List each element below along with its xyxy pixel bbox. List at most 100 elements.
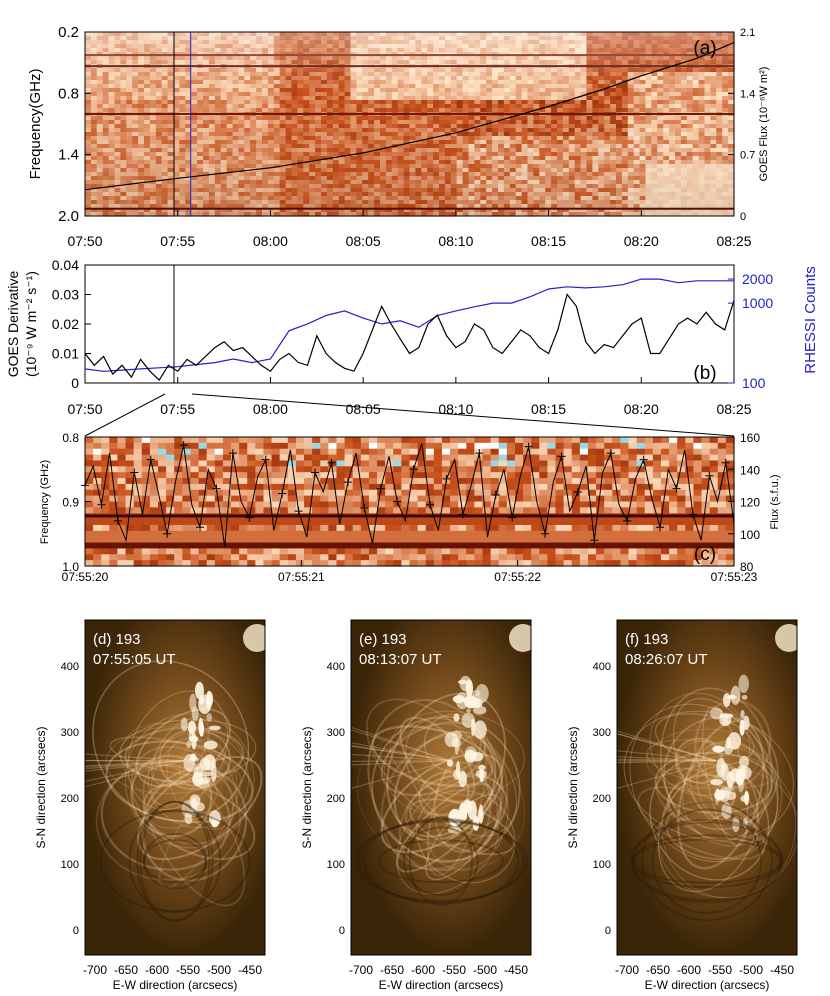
panel-b-x-tick: 08:00 bbox=[253, 401, 288, 417]
flux-marker bbox=[541, 529, 550, 538]
aia-x-tick: -650 bbox=[114, 963, 138, 977]
panel-a-x-tick: 08:10 bbox=[438, 233, 473, 249]
aia-x-tick: -550 bbox=[708, 963, 732, 977]
aia-x-tick: -550 bbox=[176, 963, 200, 977]
panel-c-x-tick: 07:55:23 bbox=[711, 570, 758, 584]
flux-marker bbox=[573, 487, 582, 496]
panel-a-dynamic-spectrum: (a) Frequency(GHz) GOES Flux (10⁻⁶W m²) … bbox=[27, 24, 770, 249]
aia-x-axis-label: E-W direction (arcsecs) bbox=[645, 978, 770, 992]
aia-panel-label: (e) 193 bbox=[359, 631, 407, 648]
panel-c-x-tick: 07:55:21 bbox=[278, 570, 325, 584]
flux-marker bbox=[97, 500, 106, 509]
flux-marker bbox=[327, 458, 336, 467]
aia-y-tick: 100 bbox=[327, 859, 345, 871]
aia-image-d bbox=[85, 620, 265, 955]
aia-panel-label: (f) 193 bbox=[625, 631, 668, 648]
panel-c-y2-tick: 140 bbox=[740, 463, 760, 477]
aia-x-tick: -700 bbox=[349, 963, 373, 977]
panel-a-x-tick: 08:25 bbox=[716, 233, 751, 249]
aia-x-tick: -450 bbox=[238, 963, 262, 977]
panel-a-x-tick: 08:20 bbox=[624, 233, 659, 249]
panel-c-y-ticks: 0.8 0.9 1.0 bbox=[62, 431, 91, 574]
panel-b-y-axis-label-line2: (10⁻⁹ W m⁻² s⁻¹) bbox=[23, 271, 39, 377]
flux-marker bbox=[426, 500, 435, 509]
aia-x-axis-label: E-W direction (arcsecs) bbox=[113, 978, 238, 992]
panel-a-x-tick: 07:55 bbox=[160, 233, 195, 249]
flux-marker bbox=[524, 442, 533, 451]
panel-a-y2-ticks: 2.1 1.4 0.7 0 bbox=[728, 27, 755, 223]
aia-x-tick: -600 bbox=[145, 963, 169, 977]
panel-b-y-tick: 0.03 bbox=[52, 287, 79, 303]
flux-marker bbox=[376, 484, 385, 493]
panel-b-y-axis-label-line1: GOES Derivative bbox=[5, 270, 21, 377]
aia-y-tick: 400 bbox=[327, 661, 345, 673]
panel-c-x-tick: 07:55:22 bbox=[494, 570, 541, 584]
panel-b-y-ticks: 0.04 0.03 0.02 0.01 0 bbox=[52, 257, 91, 391]
flux-marker bbox=[688, 510, 697, 519]
aia-y-axis-label: S-N direction (arcsecs) bbox=[566, 726, 580, 848]
aia-y-tick: 0 bbox=[605, 925, 611, 937]
panel-b-y-tick: 0 bbox=[71, 375, 79, 391]
panel-a-y-tick: 1.4 bbox=[58, 147, 79, 164]
aia-x-tick: -600 bbox=[677, 963, 701, 977]
panel-b-y2-tick: 100 bbox=[742, 375, 766, 391]
flux-marker bbox=[130, 468, 139, 477]
panel-a-y-tick: 0.2 bbox=[58, 24, 79, 41]
panel-b-label: (b) bbox=[693, 363, 716, 384]
flux-marker bbox=[458, 510, 467, 519]
flux-marker bbox=[639, 455, 648, 464]
panel-b-y2-axis-label: RHESSI Counts bbox=[802, 266, 819, 374]
panel-b-x-ticks: 07:50 07:55 08:00 08:05 08:10 08:15 08:20 08:25 bbox=[67, 377, 752, 417]
panel-b-y-tick: 0.04 bbox=[52, 257, 79, 273]
aia-y-axis-label: S-N direction (arcsecs) bbox=[300, 726, 314, 848]
panel-a-y2-tick: 0.7 bbox=[740, 150, 755, 162]
flux-line bbox=[84, 443, 735, 547]
flux-marker bbox=[508, 513, 517, 522]
panel-a-x-tick: 08:15 bbox=[531, 233, 566, 249]
panel-c-y-tick: 0.8 bbox=[62, 431, 79, 445]
flux-marker bbox=[656, 523, 665, 532]
aia-panel-time: 07:55:05 UT bbox=[93, 651, 176, 668]
panel-b-x-tick: 07:50 bbox=[67, 401, 102, 417]
flux-marker bbox=[179, 441, 188, 450]
flux-marker bbox=[721, 458, 730, 467]
flux-marker bbox=[623, 516, 632, 525]
panel-c-label: (c) bbox=[694, 544, 716, 565]
aia-y-tick: 300 bbox=[593, 727, 611, 739]
panel-a-x-tick: 07:50 bbox=[67, 233, 102, 249]
aia-image-e bbox=[351, 620, 531, 955]
aia-y-tick: 400 bbox=[593, 661, 611, 673]
flux-markers bbox=[81, 441, 730, 545]
panel-a-y-ticks: 0.2 0.8 1.4 2.0 bbox=[58, 24, 91, 225]
panel-a-x-tick: 08:00 bbox=[253, 233, 288, 249]
flux-marker bbox=[491, 491, 500, 500]
panel-a-time-markers bbox=[173, 32, 192, 216]
panel-b-x-tick: 07:55 bbox=[160, 401, 195, 417]
flux-marker bbox=[113, 516, 122, 525]
aia-x-tick: -600 bbox=[411, 963, 435, 977]
panel-a-x-ticks: 07:50 07:55 08:00 08:05 08:10 08:15 08:20 08:25 bbox=[67, 210, 752, 249]
goes-derivative-line bbox=[84, 293, 735, 382]
panel-a-y2-tick: 2.1 bbox=[740, 27, 755, 39]
aia-y-tick: 300 bbox=[327, 727, 345, 739]
panel-a-heatmap bbox=[85, 32, 735, 217]
panel-c-y2-tick: 100 bbox=[740, 528, 760, 542]
panel-a-label: (a) bbox=[693, 38, 716, 59]
rhessi-counts-line bbox=[84, 278, 734, 372]
panel-c-x-ticks: 07:55:20 07:55:21 07:55:22 07:55:23 bbox=[62, 560, 758, 584]
panel-b-x-tick: 08:10 bbox=[438, 401, 473, 417]
panel-c-heatmap bbox=[85, 437, 735, 567]
panel-a-y-tick: 2.0 bbox=[58, 208, 79, 225]
flux-marker bbox=[278, 489, 287, 498]
aia-x-tick: -700 bbox=[83, 963, 107, 977]
panel-c-x-tick: 07:55:20 bbox=[62, 570, 109, 584]
panel-a-y2-tick: 1.4 bbox=[740, 88, 755, 100]
flux-marker bbox=[196, 523, 205, 532]
flux-marker bbox=[557, 452, 566, 461]
flux-marker bbox=[442, 474, 451, 483]
aia-y-tick: 300 bbox=[61, 727, 79, 739]
panel-b-y-tick: 0.01 bbox=[52, 346, 79, 362]
